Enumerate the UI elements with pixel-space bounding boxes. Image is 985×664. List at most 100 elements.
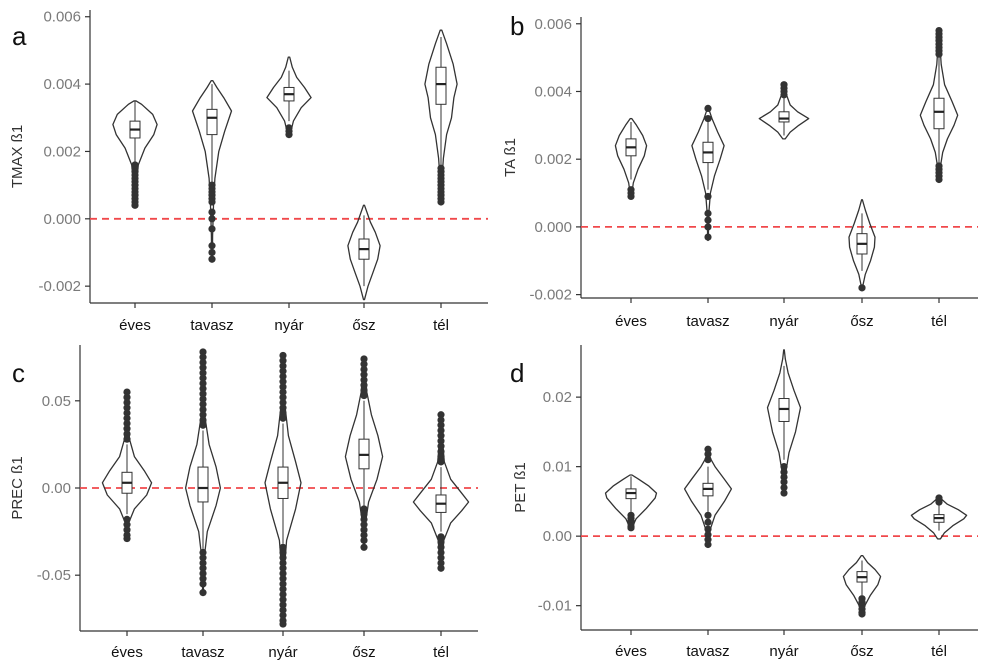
violin-outline bbox=[424, 29, 458, 203]
outlier-point bbox=[780, 81, 788, 89]
outlier-point bbox=[279, 388, 287, 396]
violin-tavasz bbox=[683, 445, 733, 549]
outlier-point bbox=[627, 524, 635, 532]
outlier-point bbox=[199, 348, 207, 356]
outlier-point bbox=[279, 596, 287, 604]
violin-nyár bbox=[266, 56, 312, 139]
y-tick-label: 0.004 bbox=[43, 76, 81, 93]
outlier-point bbox=[123, 430, 131, 438]
outlier-point bbox=[279, 580, 287, 588]
outlier-point bbox=[279, 351, 287, 360]
violin-éves bbox=[604, 474, 658, 532]
panel-c: c -0.05 0.00 0.05 PREC ß1 éves tavasz nyár ősz té… bbox=[9, 345, 478, 661]
outlier-point bbox=[437, 548, 445, 557]
outlier-point bbox=[360, 521, 368, 529]
y-tick-label: 0.002 bbox=[534, 151, 572, 168]
outlier-point bbox=[279, 601, 287, 609]
x-category-label: tél bbox=[433, 317, 449, 334]
outlier-point bbox=[199, 384, 207, 393]
outlier-point bbox=[360, 365, 368, 374]
x-category-label: nyár bbox=[274, 317, 303, 334]
x-category-label: tél bbox=[931, 643, 947, 660]
outlier-point bbox=[199, 421, 207, 429]
outlier-point bbox=[360, 505, 368, 513]
outlier-point bbox=[704, 114, 712, 123]
outlier-point bbox=[360, 531, 368, 539]
panel-letter: a bbox=[12, 21, 27, 51]
violin-outline bbox=[848, 199, 876, 289]
x-category-label: tavasz bbox=[686, 313, 729, 330]
outlier-point bbox=[279, 575, 287, 583]
outlier-point bbox=[123, 398, 131, 407]
outlier-point bbox=[279, 393, 287, 401]
outlier-point bbox=[437, 421, 445, 429]
outlier-point bbox=[279, 611, 287, 619]
outlier-point bbox=[199, 395, 207, 403]
x-category-label: nyár bbox=[268, 644, 297, 661]
violin-éves bbox=[614, 117, 648, 201]
outlier-point bbox=[208, 215, 216, 223]
outlier-point bbox=[208, 198, 216, 206]
y-tick-label: 0.01 bbox=[543, 459, 572, 476]
iqr-box bbox=[778, 111, 790, 123]
outlier-point bbox=[437, 533, 445, 541]
violin-outline bbox=[614, 117, 648, 198]
violin-nyár bbox=[758, 81, 810, 140]
outlier-point bbox=[199, 575, 207, 583]
outlier-point bbox=[437, 416, 445, 424]
outlier-point bbox=[199, 564, 207, 572]
outlier-point bbox=[279, 357, 287, 365]
outlier-point bbox=[279, 398, 287, 407]
outlier-point bbox=[199, 416, 207, 424]
outlier-point bbox=[858, 284, 866, 292]
iqr-box bbox=[197, 466, 209, 503]
outlier-point bbox=[360, 526, 368, 534]
outlier-point bbox=[935, 175, 943, 184]
outlier-point bbox=[279, 569, 287, 578]
y-tick-label: -0.002 bbox=[38, 278, 81, 295]
outlier-point bbox=[704, 450, 712, 458]
outlier-point bbox=[627, 192, 635, 201]
outlier-point bbox=[780, 489, 788, 497]
outlier-point bbox=[199, 400, 207, 408]
outlier-point bbox=[285, 131, 293, 139]
outlier-point bbox=[123, 534, 131, 543]
outlier-point bbox=[437, 442, 445, 450]
violin-éves bbox=[112, 100, 158, 209]
outlier-point bbox=[437, 447, 445, 455]
outlier-point bbox=[437, 426, 445, 435]
outlier-point bbox=[360, 360, 368, 368]
y-axis-label: TMAX ß1 bbox=[9, 125, 26, 188]
outlier-point bbox=[704, 216, 712, 224]
y-tick-label: 0.00 bbox=[543, 528, 572, 545]
outlier-point bbox=[123, 425, 131, 433]
outlier-point bbox=[208, 242, 216, 250]
y-axis-label: PREC ß1 bbox=[9, 456, 26, 519]
outlier-point bbox=[199, 364, 207, 372]
violin-tél bbox=[919, 26, 959, 184]
outlier-point bbox=[935, 494, 943, 502]
y-tick-label: 0.05 bbox=[42, 393, 71, 410]
y-tick-label: 0.02 bbox=[543, 389, 572, 406]
violin-outline bbox=[604, 474, 658, 529]
y-axis-label: PET ß1 bbox=[512, 462, 529, 513]
violin-tél bbox=[424, 29, 458, 206]
outlier-point bbox=[123, 409, 131, 417]
outlier-point bbox=[199, 569, 207, 578]
outlier-point bbox=[279, 362, 287, 370]
y-tick-label: 0.00 bbox=[42, 480, 71, 497]
panel-b: b -0.002 0.000 0.002 0.004 0.006 TA ß1 éves tava… bbox=[502, 11, 978, 330]
outlier-point bbox=[437, 559, 445, 567]
x-category-label: tél bbox=[931, 313, 947, 330]
violin-tavasz bbox=[184, 348, 222, 597]
outlier-point bbox=[123, 393, 131, 401]
outlier-point bbox=[780, 483, 788, 492]
outlier-point bbox=[437, 538, 445, 546]
violin-outline bbox=[266, 56, 312, 136]
outlier-point bbox=[437, 543, 445, 551]
outlier-point bbox=[704, 233, 712, 241]
outlier-point bbox=[199, 353, 207, 361]
outlier-point bbox=[123, 435, 131, 443]
outlier-point bbox=[704, 511, 712, 519]
outlier-point bbox=[437, 554, 445, 562]
